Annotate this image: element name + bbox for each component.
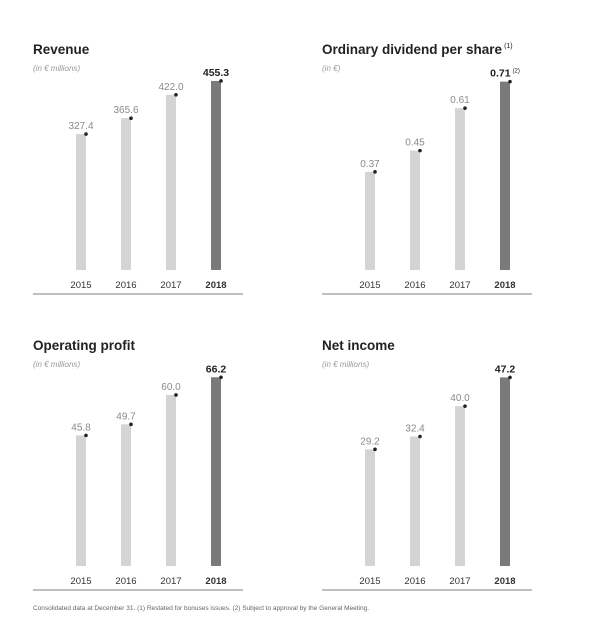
- dividend-value-label-2016: 0.45: [405, 138, 425, 149]
- dividend-bar-2018: [500, 81, 510, 271]
- operating-profit-bar-2017: [166, 394, 176, 566]
- operating-profit-bar-2016: [121, 424, 131, 566]
- dividend-bar-2015: [365, 171, 375, 270]
- operating-profit-bar-2015: [76, 435, 86, 566]
- dividend-chart: 0.37 2015 0.45 2016 0.61 2017 0.71 (2) 2018: [322, 68, 532, 295]
- net-income-tick-label-2016: 2016: [404, 576, 425, 587]
- dividend-tick-label-2017: 2017: [449, 280, 470, 291]
- dividend-bar-2016: [410, 150, 420, 270]
- operating-profit-bar-marker-2015: [84, 433, 88, 438]
- dividend-chart-panel: Ordinary dividend per share (1) (in €) 0.…: [322, 42, 537, 302]
- operating-profit-bar-marker-2017: [174, 393, 178, 397]
- revenue-bar-marker-2017: [174, 92, 178, 97]
- net-income-bar-2018: [500, 377, 510, 566]
- operating-profit-chart-panel: Operating profit (in € millions) 45.8 201…: [33, 338, 248, 598]
- net-income-chart-title: Net income: [322, 338, 395, 353]
- revenue-bar-marker-2018: [219, 79, 223, 83]
- net-income-tick-label-2018: 2018: [494, 576, 515, 587]
- dividend-bar-marker-2015: [373, 170, 377, 174]
- operating-profit-bar-2018: [211, 377, 221, 566]
- revenue-tick-label-2015: 2015: [70, 280, 91, 291]
- revenue-tick-label-2018: 2018: [205, 280, 226, 291]
- operating-profit-value-label-2015: 45.8: [71, 422, 91, 433]
- revenue-bar-marker-2015: [84, 132, 88, 136]
- revenue-chart: 327.4 2015 365.6 2016 422.0 2017 455.3 2018: [33, 67, 243, 295]
- dividend-value-label-2018: 0.71 (2): [490, 68, 520, 80]
- revenue-value-label-2016: 365.6: [113, 105, 138, 116]
- footnote: Consolidated data at December 31. (1) Re…: [33, 605, 370, 612]
- net-income-value-label-2018: 47.2: [495, 363, 516, 375]
- operating-profit-chart: 45.8 2015 49.7 2016 60.0 2017 66.2 2018: [33, 363, 243, 591]
- revenue-unit-label: (in € millions): [33, 64, 81, 73]
- dividend-bar-marker-2016: [418, 148, 422, 153]
- revenue-chart-panel: Revenue (in € millions) 327.4 2015 365.6 20…: [33, 42, 248, 302]
- net-income-tick-label-2017: 2017: [449, 576, 470, 587]
- net-income-bar-2017: [455, 406, 465, 566]
- dividend-value-label-note: (2): [513, 69, 520, 75]
- dividend-unit-label: (in €): [322, 64, 341, 73]
- net-income-bar-marker-2016: [418, 434, 422, 439]
- dividend-tick-label-2016: 2016: [404, 280, 425, 291]
- net-income-unit-label: (in € millions): [322, 360, 370, 369]
- operating-profit-chart-title: Operating profit: [33, 338, 135, 353]
- net-income-bar-2016: [410, 436, 420, 566]
- dividend-value-label-2017: 0.61: [450, 95, 470, 106]
- net-income-value-label-2017: 40.0: [450, 393, 470, 404]
- net-income-value-label-2016: 32.4: [405, 424, 425, 435]
- dividend-title-note: (1): [504, 43, 513, 50]
- net-income-bar-marker-2015: [373, 447, 377, 452]
- dividend-bar-marker-2017: [463, 106, 467, 110]
- revenue-bar-2015: [76, 134, 86, 270]
- revenue-tick-label-2017: 2017: [160, 280, 181, 291]
- net-income-bar-marker-2018: [508, 375, 512, 380]
- revenue-value-label-2017: 422.0: [158, 82, 183, 93]
- net-income-bar-2015: [365, 449, 375, 566]
- net-income-bar-marker-2017: [463, 404, 467, 408]
- operating-profit-bar-marker-2018: [219, 375, 223, 380]
- revenue-bar-2018: [211, 80, 221, 270]
- dividend-chart-title: Ordinary dividend per share: [322, 42, 503, 57]
- revenue-tick-label-2016: 2016: [115, 280, 136, 291]
- revenue-value-label-2015: 327.4: [68, 121, 93, 132]
- operating-profit-unit-label: (in € millions): [33, 360, 81, 369]
- dividend-bar-marker-2018: [508, 79, 512, 84]
- dividend-tick-label-2015: 2015: [359, 280, 380, 291]
- revenue-value-label-2018: 455.3: [203, 67, 229, 79]
- dividend-value-label-2015: 0.37: [360, 159, 380, 170]
- operating-profit-tick-label-2015: 2015: [70, 576, 91, 587]
- revenue-bar-2017: [166, 94, 176, 270]
- operating-profit-bar-marker-2016: [129, 422, 133, 427]
- operating-profit-tick-label-2018: 2018: [205, 576, 226, 587]
- net-income-chart: 29.2 2015 32.4 2016 40.0 2017 47.2 2018: [322, 363, 532, 591]
- dividend-tick-label-2018: 2018: [494, 280, 515, 291]
- revenue-bar-2016: [121, 118, 131, 270]
- revenue-chart-title: Revenue: [33, 42, 90, 57]
- operating-profit-tick-label-2017: 2017: [160, 576, 181, 587]
- operating-profit-tick-label-2016: 2016: [115, 576, 136, 587]
- revenue-bar-marker-2016: [129, 116, 133, 120]
- net-income-chart-panel: Net income (in € millions) 29.2 2015 32.4 2…: [322, 338, 537, 598]
- net-income-value-label-2015: 29.2: [360, 436, 380, 447]
- dividend-bar-2017: [455, 108, 465, 270]
- operating-profit-value-label-2016: 49.7: [116, 411, 136, 422]
- net-income-tick-label-2015: 2015: [359, 576, 380, 587]
- operating-profit-value-label-2017: 60.0: [161, 382, 181, 393]
- operating-profit-value-label-2018: 66.2: [206, 363, 227, 375]
